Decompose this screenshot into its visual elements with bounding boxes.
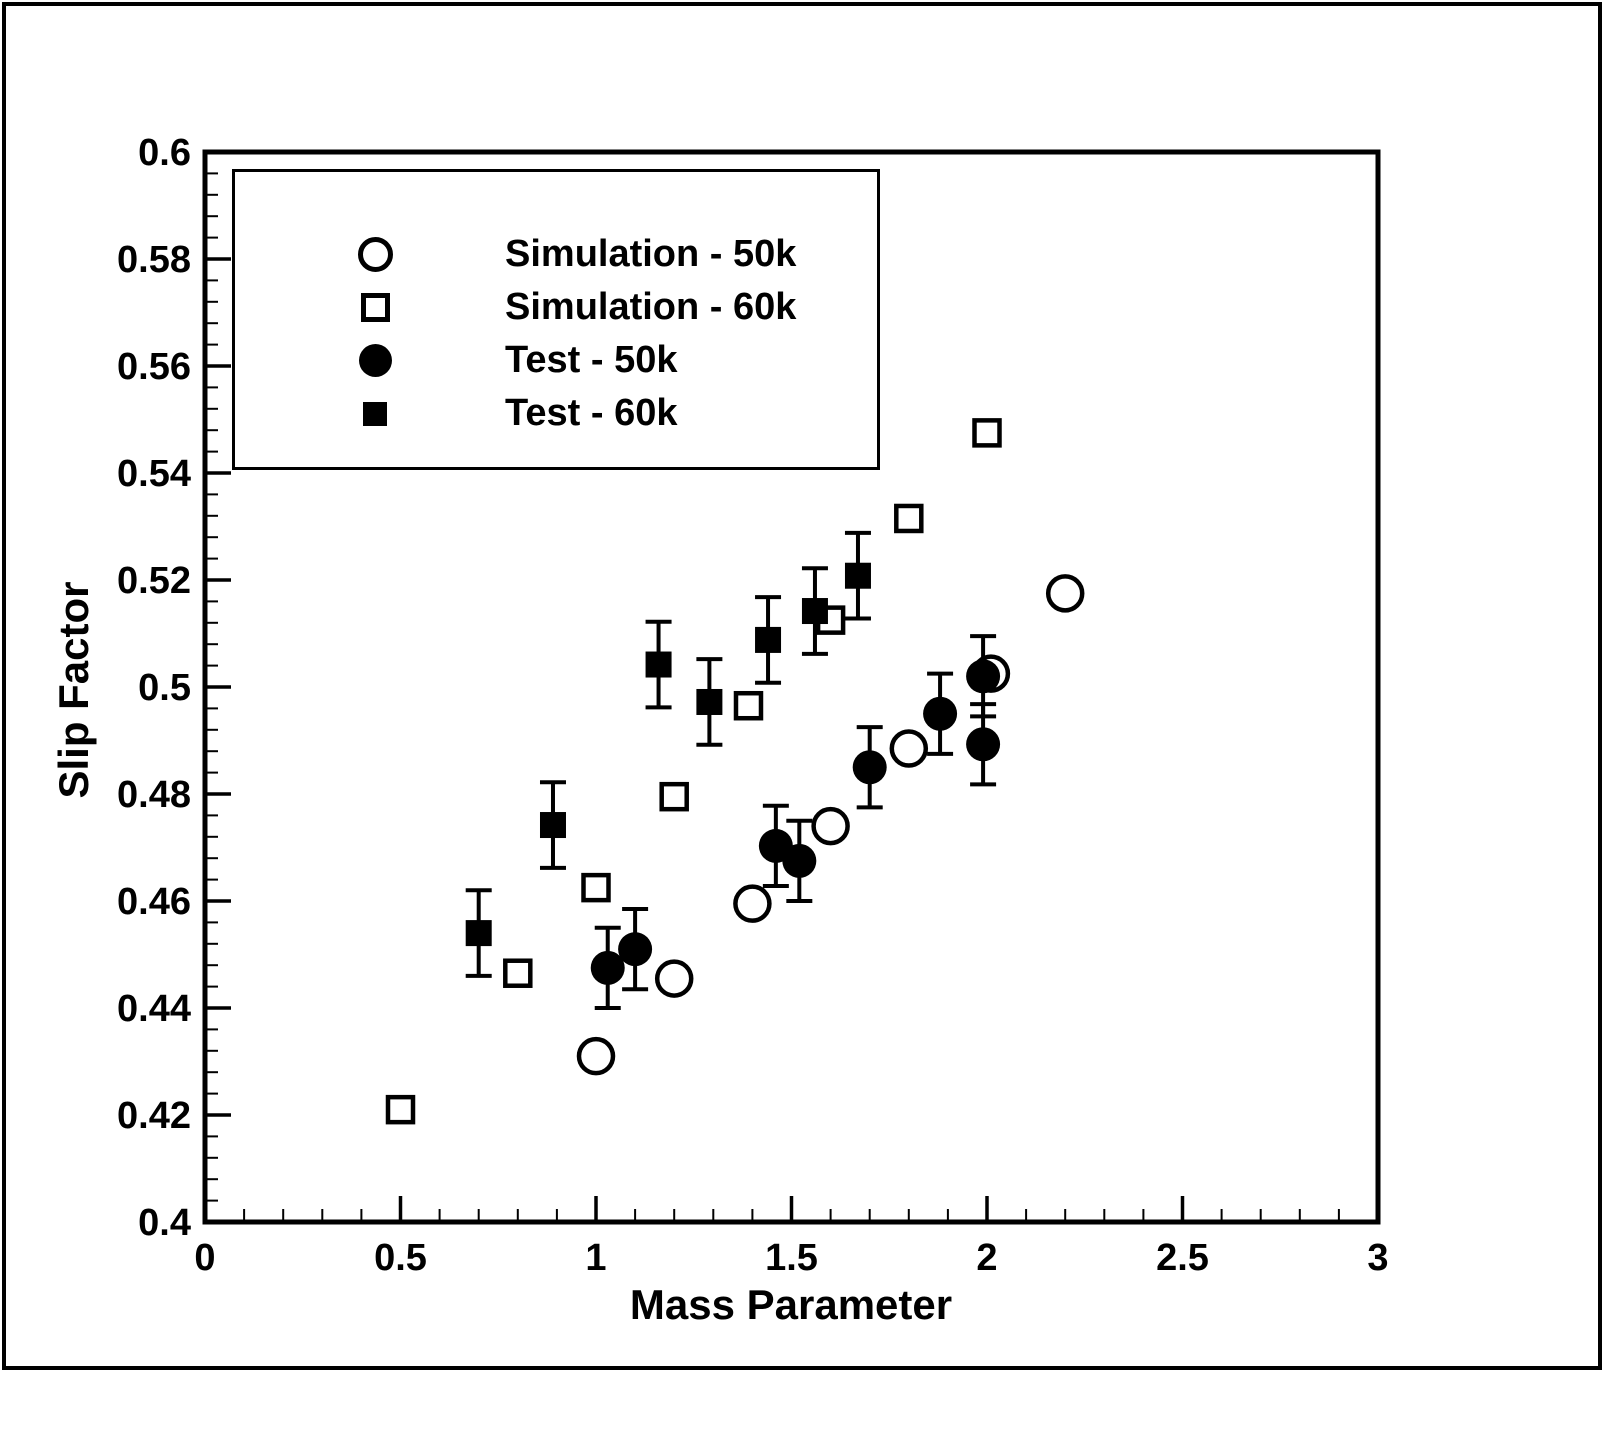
x-tick-label: 3 bbox=[1367, 1237, 1388, 1279]
open-circle-marker bbox=[654, 959, 694, 998]
legend-item-simulation-60k: Simulation - 60k bbox=[235, 281, 877, 334]
legend-label: Test - 60k bbox=[505, 392, 678, 434]
open-circle-marker bbox=[811, 806, 850, 846]
legend-marker-cell bbox=[345, 237, 405, 272]
legend-item-simulation-50k: Simulation - 50k bbox=[235, 228, 877, 281]
open-square-marker-icon bbox=[360, 293, 390, 322]
legend-marker-cell bbox=[345, 293, 405, 322]
filled-circle-marker bbox=[782, 843, 817, 878]
filled-circle-marker bbox=[618, 932, 653, 967]
filled-square-marker bbox=[696, 688, 723, 715]
filled-circle-marker bbox=[966, 727, 1001, 762]
filled-circle-marker bbox=[590, 950, 625, 985]
y-tick-label: 0.58 bbox=[117, 239, 191, 281]
filled-circle-marker bbox=[923, 696, 958, 731]
y-tick-label: 0.6 bbox=[138, 132, 191, 174]
filled-square-marker bbox=[755, 626, 782, 653]
legend-label: Simulation - 60k bbox=[505, 286, 797, 328]
open-circle-marker bbox=[733, 884, 772, 923]
open-circle-marker bbox=[1045, 574, 1085, 613]
filled-square-marker bbox=[844, 562, 871, 589]
x-tick-label: 2 bbox=[976, 1237, 997, 1279]
y-tick-label: 0.48 bbox=[117, 774, 191, 816]
x-tick-label: 0 bbox=[194, 1237, 215, 1279]
open-square-marker bbox=[581, 872, 611, 903]
x-tick-label: 0.5 bbox=[374, 1237, 427, 1279]
y-tick-label: 0.4 bbox=[138, 1202, 191, 1244]
y-axis-label: Slip Factor bbox=[50, 581, 97, 799]
y-tick-label: 0.56 bbox=[117, 346, 191, 388]
y-tick-label: 0.44 bbox=[117, 988, 191, 1030]
filled-square-marker bbox=[539, 812, 566, 839]
x-tick-label: 1.5 bbox=[765, 1237, 818, 1279]
filled-square-marker bbox=[465, 920, 492, 947]
filled-square-marker bbox=[645, 651, 672, 678]
filled-square-marker bbox=[801, 598, 828, 625]
legend-label: Simulation - 50k bbox=[505, 233, 797, 275]
open-square-marker bbox=[659, 781, 689, 812]
x-tick-label: 2.5 bbox=[1156, 1237, 1209, 1279]
open-square-marker bbox=[894, 503, 924, 534]
x-tick-label: 1 bbox=[585, 1237, 606, 1279]
open-circle-marker-icon bbox=[357, 237, 393, 272]
open-square-marker bbox=[972, 418, 1002, 448]
legend-label: Test - 50k bbox=[505, 339, 678, 381]
open-square-marker bbox=[503, 958, 533, 988]
open-square-marker bbox=[733, 690, 764, 721]
filled-circle-marker-icon bbox=[358, 344, 392, 377]
legend-marker-cell bbox=[345, 401, 405, 426]
filled-square-marker-icon bbox=[363, 401, 387, 426]
legend-item-test-60k: Test - 60k bbox=[235, 387, 877, 440]
y-tick-label: 0.5 bbox=[138, 667, 191, 709]
y-tick-label: 0.46 bbox=[117, 881, 191, 923]
open-circle-marker bbox=[576, 1036, 616, 1076]
x-axis-label: Mass Parameter bbox=[629, 1281, 953, 1328]
open-square-marker bbox=[385, 1094, 416, 1125]
y-tick-label: 0.42 bbox=[117, 1095, 191, 1137]
legend-item-test-50k: Test - 50k bbox=[235, 334, 877, 387]
filled-circle-marker bbox=[852, 750, 887, 785]
open-circle-marker bbox=[889, 729, 929, 768]
legend: Simulation - 50k Simulation - 60k Test -… bbox=[232, 169, 880, 470]
y-tick-label: 0.52 bbox=[117, 560, 191, 602]
legend-marker-cell bbox=[345, 344, 405, 377]
filled-circle-marker bbox=[966, 659, 1001, 694]
y-tick-label: 0.54 bbox=[117, 453, 191, 495]
